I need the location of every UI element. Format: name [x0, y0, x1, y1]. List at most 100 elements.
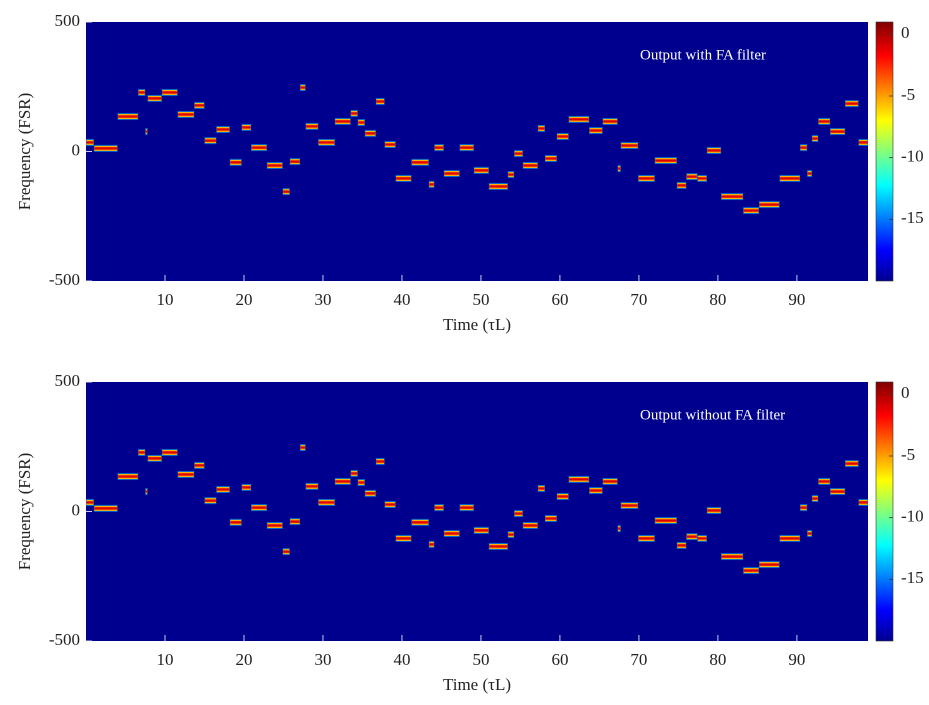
- trace-segment: [654, 517, 677, 525]
- trace-segment: [350, 469, 358, 477]
- x-tick-label: 80: [709, 650, 726, 669]
- trace-segment: [204, 137, 217, 145]
- trace-segment: [537, 484, 545, 492]
- trace-segment: [147, 454, 162, 462]
- x-tick-label: 80: [709, 290, 726, 309]
- trace-segment: [779, 174, 801, 182]
- trace-core: [118, 115, 138, 118]
- trace-core: [385, 503, 396, 506]
- trace-segment: [194, 461, 205, 469]
- trace-core: [603, 120, 618, 123]
- trace-segment: [830, 128, 846, 136]
- trace-segment: [858, 498, 868, 506]
- x-axis-label: Time (τL): [443, 675, 511, 694]
- trace-core: [807, 172, 812, 175]
- y-tick-label: 0: [72, 500, 81, 519]
- trace-core: [545, 157, 557, 160]
- trace-core: [365, 492, 376, 495]
- trace-core: [686, 175, 697, 178]
- trace-segment: [488, 542, 508, 550]
- trace-segment: [697, 174, 707, 182]
- trace-core: [204, 139, 216, 142]
- trace-segment: [216, 125, 230, 133]
- trace-segment: [617, 165, 621, 173]
- trace-segment: [411, 518, 429, 526]
- trace-segment: [845, 460, 859, 468]
- trace-segment: [161, 88, 178, 96]
- colorbar-tick-label: -10: [901, 147, 924, 166]
- trace-segment: [300, 444, 306, 452]
- trace-segment: [473, 166, 489, 174]
- x-tick-label: 30: [314, 650, 331, 669]
- trace-core: [351, 112, 358, 115]
- trace-core: [365, 132, 376, 135]
- trace-core: [385, 143, 396, 146]
- trace-core: [251, 506, 267, 509]
- trace-segment: [602, 117, 618, 125]
- trace-core: [335, 480, 351, 483]
- x-tick-label: 50: [472, 650, 489, 669]
- trace-segment: [845, 100, 859, 108]
- trace-segment: [507, 531, 515, 539]
- trace-segment: [177, 470, 195, 478]
- plot-background: [86, 382, 868, 641]
- trace-segment: [807, 530, 812, 538]
- trace-core: [557, 135, 569, 138]
- trace-segment: [706, 506, 722, 514]
- trace-segment: [544, 514, 557, 522]
- trace-core: [812, 497, 818, 500]
- trace-segment: [721, 193, 744, 201]
- trace-core: [859, 501, 868, 504]
- trace-segment: [305, 482, 319, 490]
- trace-core: [194, 464, 204, 467]
- trace-segment: [357, 118, 365, 126]
- trace-segment: [334, 477, 351, 485]
- trace-core: [216, 488, 230, 491]
- trace-segment: [779, 534, 801, 542]
- trace-segment: [428, 540, 435, 548]
- trace-core: [290, 520, 300, 523]
- colorbar-tick-label: -5: [901, 445, 915, 464]
- x-axis-label: Time (τL): [443, 315, 511, 334]
- trace-segment: [620, 142, 639, 150]
- trace-core: [358, 121, 365, 124]
- trace-segment: [706, 146, 722, 154]
- trace-core: [743, 569, 759, 572]
- trace-core: [621, 144, 638, 147]
- trace-core: [178, 473, 194, 476]
- trace-core: [603, 480, 618, 483]
- colorbar: [875, 381, 894, 642]
- trace-segment: [459, 144, 474, 152]
- trace-core: [318, 501, 335, 504]
- trace-segment: [194, 101, 205, 109]
- trace-core: [335, 120, 351, 123]
- trace-core: [759, 563, 780, 566]
- trace-segment: [721, 553, 744, 561]
- trace-core: [242, 126, 251, 129]
- trace-segment: [375, 458, 385, 466]
- y-axis-label: Frequency (FSR): [15, 93, 34, 211]
- trace-core: [434, 506, 444, 509]
- trace-core: [557, 495, 569, 498]
- colorbar-tick-label: -15: [901, 208, 924, 227]
- trace-core: [743, 209, 759, 212]
- trace-segment: [395, 174, 412, 182]
- trace-core: [194, 104, 204, 107]
- trace-core: [818, 480, 830, 483]
- trace-segment: [145, 488, 148, 496]
- trace-core: [589, 129, 603, 132]
- trace-segment: [93, 504, 118, 512]
- trace-core: [267, 524, 283, 527]
- trace-core: [569, 118, 589, 121]
- trace-segment: [241, 483, 252, 491]
- y-tick-label: 500: [55, 371, 81, 390]
- trace-core: [162, 451, 178, 454]
- trace-core: [508, 173, 514, 176]
- trace-core: [618, 167, 621, 170]
- trace-core: [148, 457, 162, 460]
- trace-core: [686, 535, 697, 538]
- trace-core: [655, 519, 677, 522]
- trace-core: [318, 141, 335, 144]
- trace-segment: [434, 144, 444, 152]
- x-tick-label: 20: [235, 650, 252, 669]
